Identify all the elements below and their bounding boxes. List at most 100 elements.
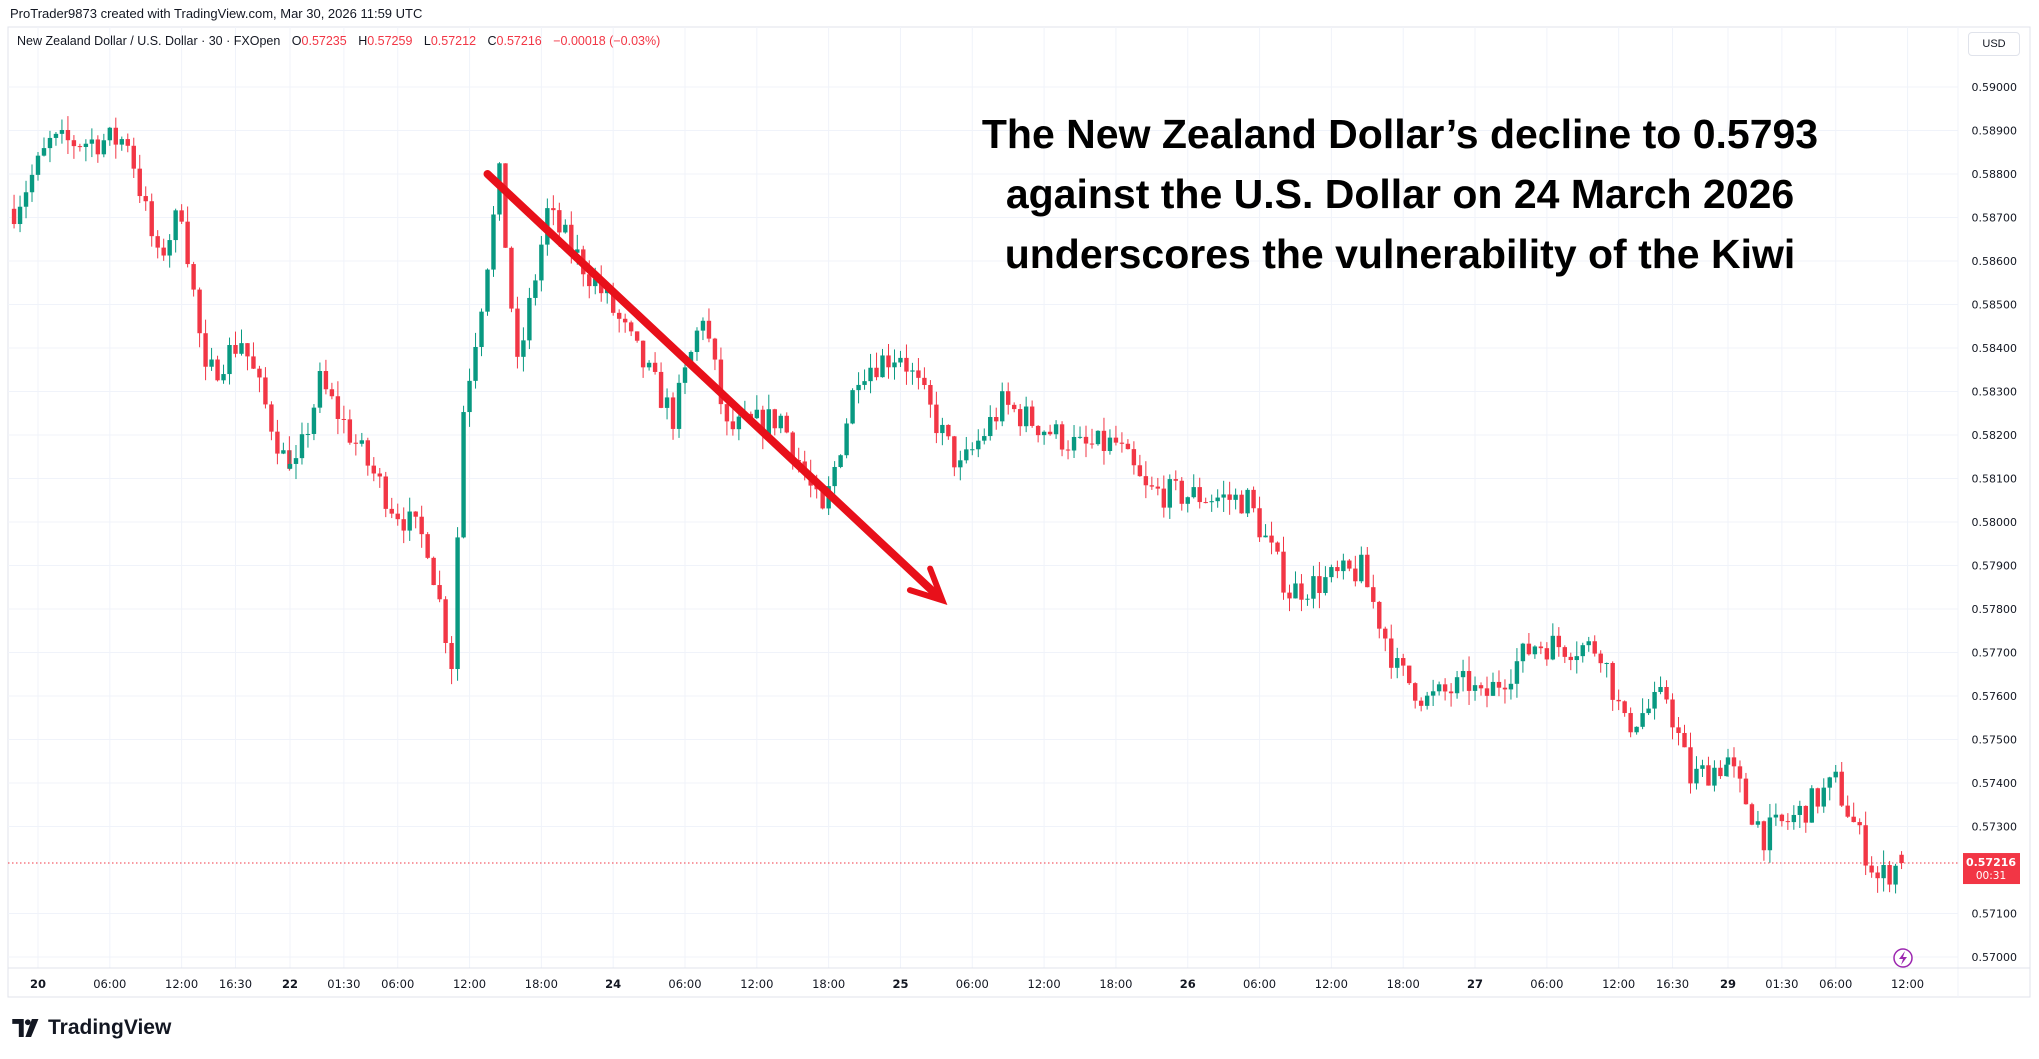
candle-body (1329, 567, 1334, 578)
price-tick-label: 0.57100 (1972, 908, 2018, 921)
candle-body (1000, 391, 1005, 422)
candle (257, 365, 262, 393)
candle (1526, 633, 1532, 656)
candle (1023, 396, 1029, 433)
candle (191, 261, 196, 297)
candle-body (1496, 681, 1502, 688)
candle (1424, 691, 1430, 710)
candle (1712, 760, 1717, 792)
price-tick-label: 0.57800 (1972, 603, 2018, 616)
time-axis[interactable]: 20 06:00 12:00 16:30 22 01:30 06:00 12:00 18:00 2… (30, 977, 1924, 991)
candle-body (119, 139, 124, 145)
candle-body (1797, 805, 1803, 815)
tradingview-logo-icon (12, 1019, 39, 1037)
time-tick-label: 12:00 (1028, 977, 1061, 991)
candle-body (473, 346, 478, 381)
candle-body (922, 377, 927, 386)
candle (1412, 682, 1418, 709)
candle (1857, 818, 1862, 835)
candle (383, 471, 388, 518)
candle-body (868, 367, 873, 382)
candle-body (527, 297, 532, 341)
candle-body (227, 345, 232, 375)
price-tick-label: 0.58900 (1972, 125, 2018, 138)
candle-body (245, 343, 250, 357)
candle-body (1743, 778, 1749, 805)
candle (467, 368, 472, 427)
candle-body (1466, 671, 1472, 691)
countdown-timer: 00:31 (1976, 870, 2006, 882)
candle (1317, 561, 1322, 609)
candle-body (1287, 592, 1292, 599)
candle (922, 367, 927, 390)
candle-body (191, 264, 196, 290)
candle (1436, 681, 1442, 696)
candle-body (1299, 583, 1304, 600)
candle (1293, 571, 1298, 599)
candle-body (1755, 821, 1761, 825)
candle (1863, 811, 1868, 876)
candle-body (467, 380, 472, 413)
candle-body (1149, 485, 1155, 487)
candle-body (281, 450, 286, 454)
candle (1047, 424, 1053, 436)
candle-body (431, 557, 436, 586)
candle (65, 116, 71, 155)
candle (1377, 600, 1382, 639)
candle (323, 359, 329, 395)
candle-body (1041, 431, 1047, 436)
candle (1749, 802, 1755, 826)
chart-credit: ProTrader9873 created with TradingView.c… (10, 6, 423, 21)
tradingview-logo[interactable]: TradingView (12, 1016, 171, 1040)
candle-body (269, 404, 274, 432)
candle (1538, 641, 1544, 655)
candle-body (1562, 647, 1568, 657)
candle-body (29, 174, 35, 193)
candle (1875, 866, 1880, 893)
candle (77, 143, 83, 152)
lightning-icon[interactable] (1893, 948, 1913, 968)
candle-body (724, 404, 730, 422)
candle-body (1580, 645, 1585, 657)
candle (113, 117, 119, 159)
candle-body (892, 362, 897, 368)
candle-body (1383, 628, 1388, 639)
candle-body (485, 269, 490, 312)
candle-body (1851, 816, 1856, 823)
candle (395, 503, 400, 526)
candle (437, 570, 442, 603)
candle-body (946, 424, 951, 437)
candle (1359, 546, 1364, 584)
candle-body (820, 489, 825, 509)
candle (1502, 679, 1508, 704)
candle-body (395, 513, 400, 520)
candle (670, 392, 676, 440)
candle (1329, 564, 1334, 583)
candle-body (736, 416, 742, 430)
candle (1454, 670, 1460, 699)
candle-body (1875, 872, 1880, 879)
candle (1275, 541, 1280, 555)
candle-body (563, 224, 568, 233)
candle-body (1472, 685, 1478, 691)
candle-body (1899, 854, 1904, 864)
candle (83, 139, 89, 162)
candle (754, 395, 760, 420)
candle-body (1821, 787, 1826, 807)
candle-body (1203, 502, 1208, 504)
candle-body (479, 311, 484, 347)
time-tick-label: 22 (282, 977, 298, 991)
candle-body (1341, 560, 1346, 572)
candle (1791, 805, 1797, 830)
candle (347, 409, 353, 445)
candle-body (1712, 767, 1717, 786)
candle (1430, 679, 1436, 707)
price-axis[interactable]: 0.59000 0.58900 0.58800 0.58700 0.58600 0.585… (1972, 81, 2018, 964)
candle (1640, 698, 1645, 730)
candle-body (1418, 700, 1424, 706)
currency-button[interactable]: USD (1968, 32, 2020, 56)
candle-body (700, 320, 706, 331)
candle (59, 119, 65, 144)
time-tick-label: 18:00 (525, 977, 558, 991)
